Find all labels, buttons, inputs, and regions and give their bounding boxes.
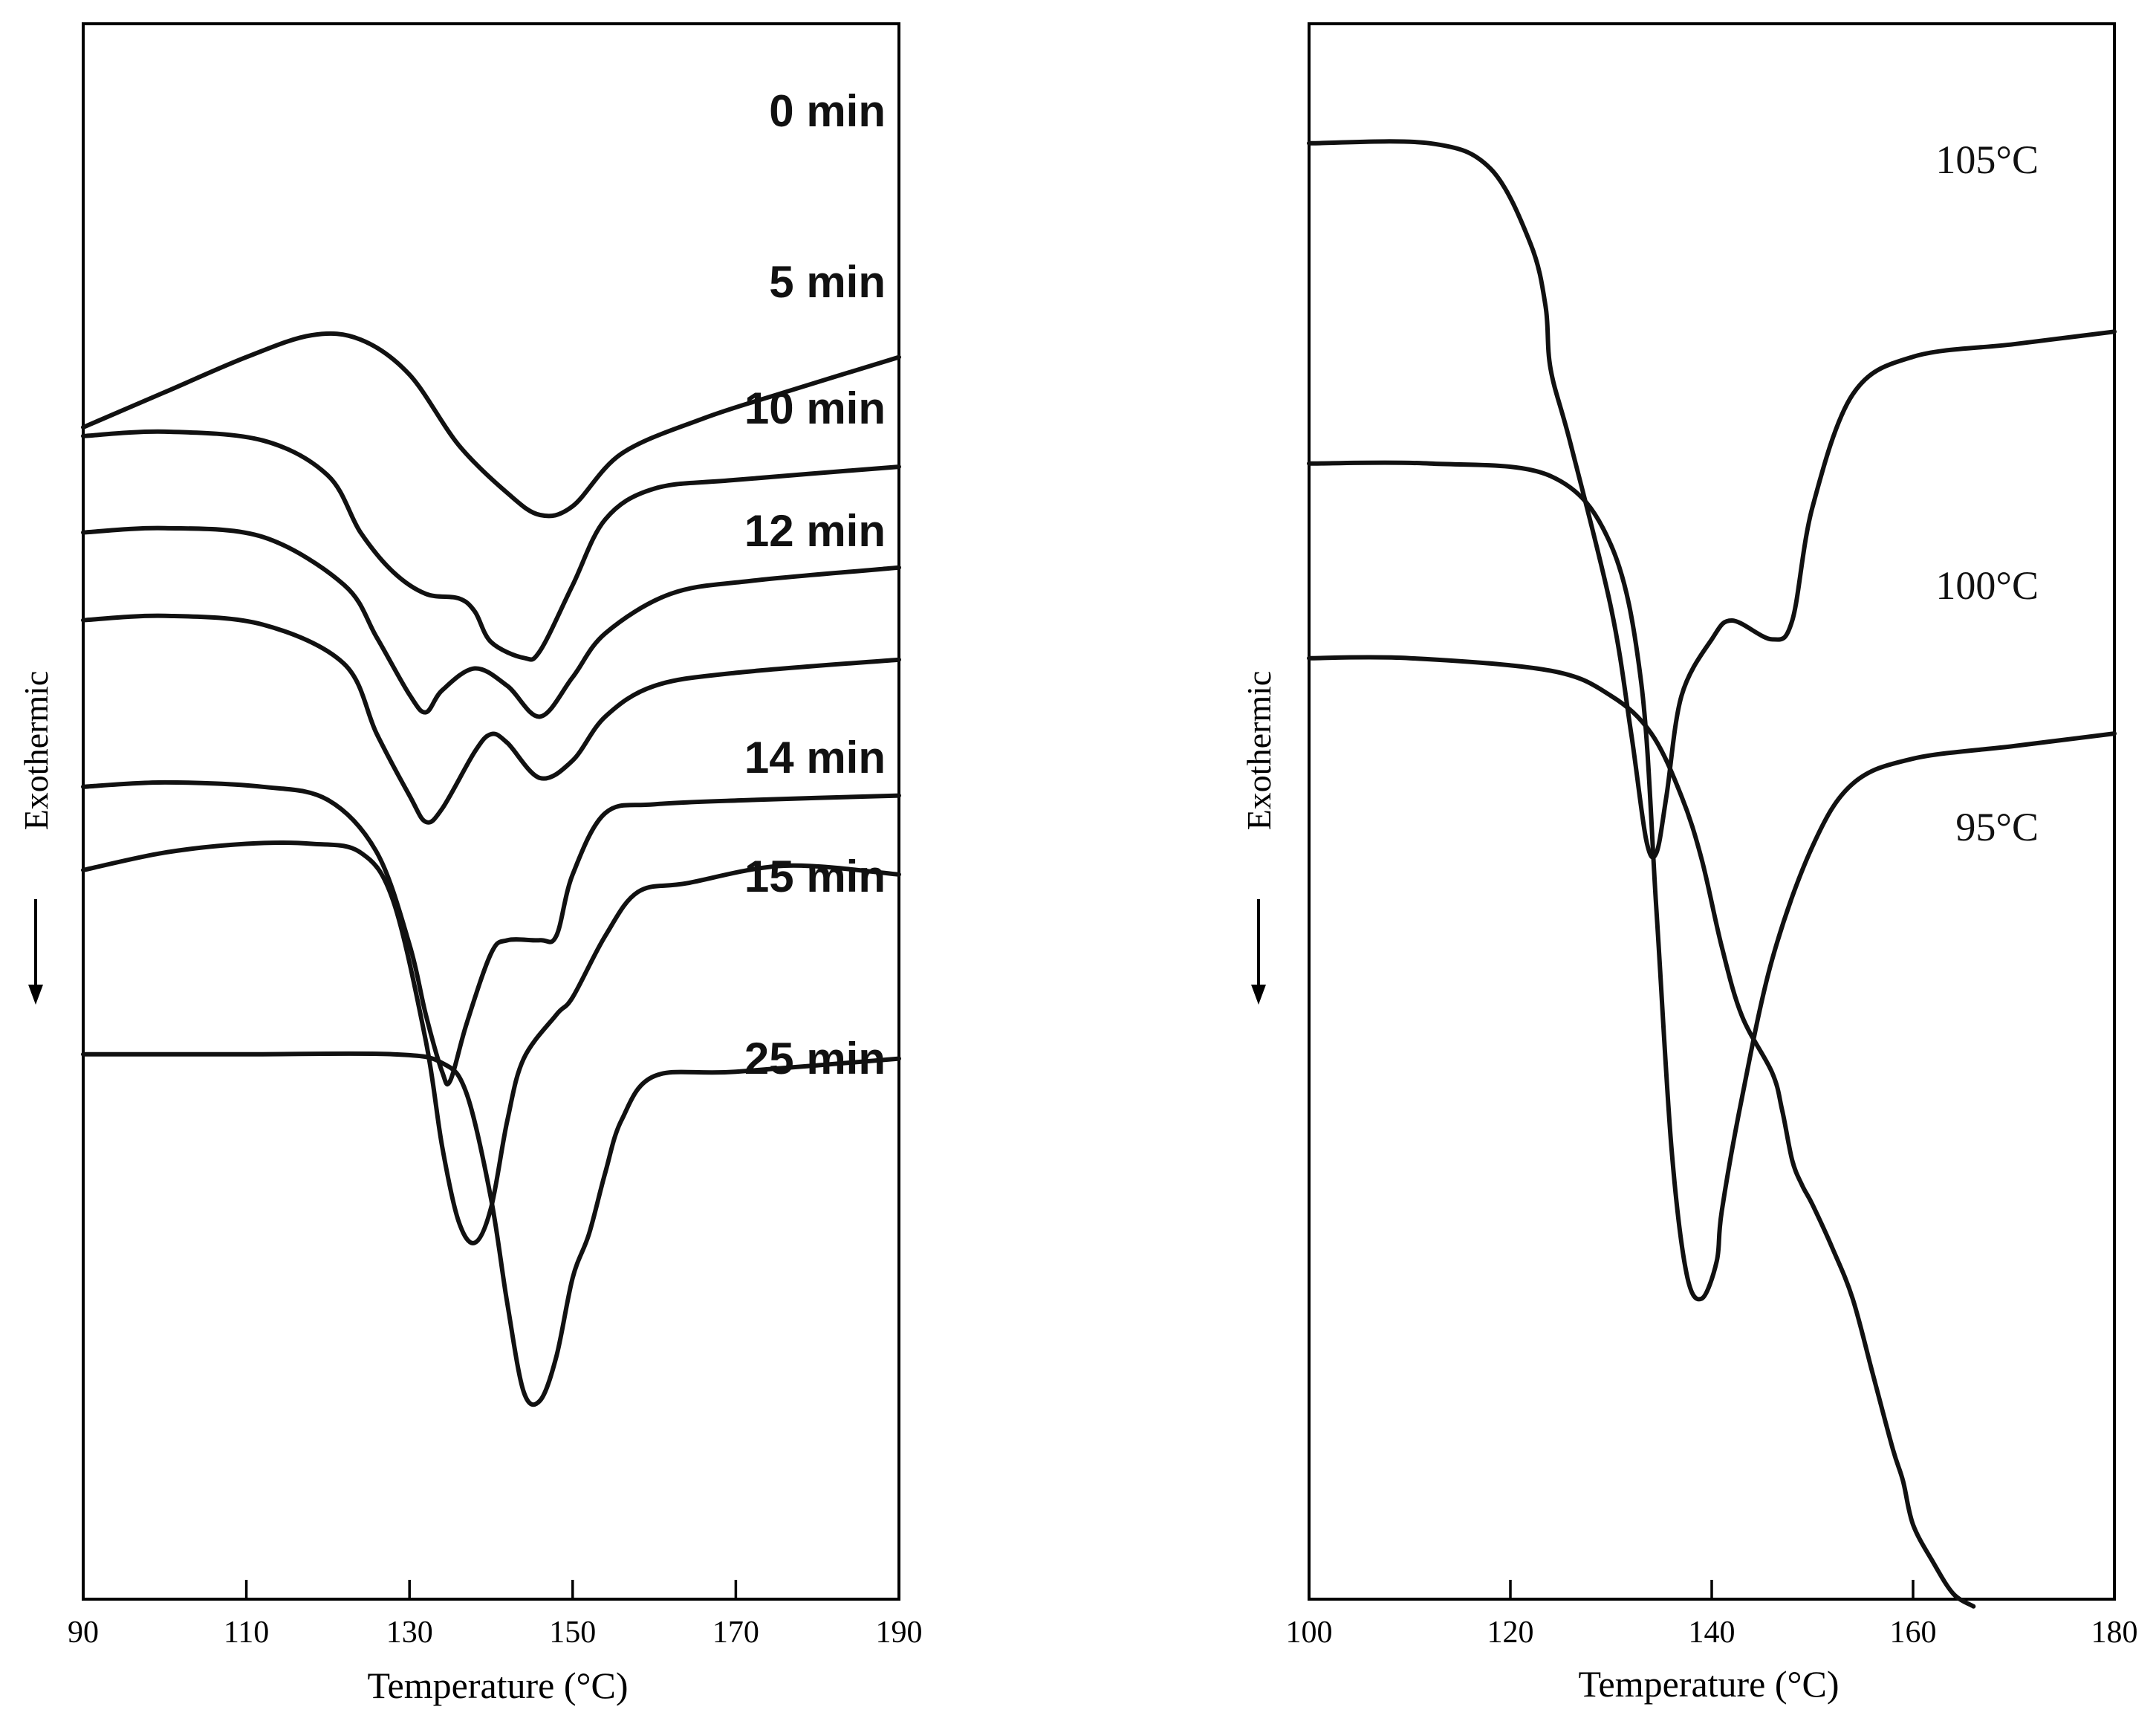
right-series-95-c [1307,655,1976,1609]
right-x-tick-label: 180 [2091,1616,2138,1650]
left-x-tick-label: 90 [68,1616,99,1650]
right-curve-label: 100°C [1935,563,2039,608]
right-series-100-c [1307,460,2117,1302]
left-curve-labels: 0 min 5 min 10 min 12 min 14 min 15 min 25 min [744,86,886,1083]
right-x-tick-label: 100 [1286,1616,1333,1650]
left-x-tick-label: 150 [549,1616,596,1650]
left-plot-frame [82,22,900,1601]
left-x-tick-label: 110 [224,1616,269,1650]
right-curves [1307,139,2117,1609]
right-x-axis-label: Temperature (°C) [1578,1663,1839,1705]
left-series-15-min [81,840,901,1245]
left-series-25-min [81,1051,901,1407]
left-curve-label: 10 min [744,383,886,433]
left-x-axis-label: Temperature (°C) [367,1665,628,1706]
left-series-14-min [81,780,901,1086]
left-series-10-min [81,525,901,719]
left-curve-label: 25 min [744,1034,886,1083]
left-chart: 90 110 130 150 170 190 0 min 5 min 10 min 12 min… [17,22,923,1706]
left-curve-label: 12 min [744,506,886,556]
right-x-ticks: 100 120 140 160 180 [1286,1580,2138,1650]
left-series-0-min [81,331,901,519]
left-series-12-min [81,613,901,825]
left-curve-label: 14 min [744,733,886,782]
left-x-tick-label: 130 [386,1616,433,1650]
right-exothermic-arrow-icon [1251,899,1266,1005]
left-curve-label: 5 min [769,257,886,307]
right-curve-labels: 105°C 100°C 95°C [1935,137,2039,849]
right-x-tick-label: 140 [1689,1616,1735,1650]
left-x-tick-label: 170 [712,1616,759,1650]
left-x-ticks: 90 110 130 150 170 190 [68,1580,923,1650]
right-series-105-c [1307,139,2117,860]
right-curve-label: 105°C [1935,137,2039,182]
left-series-5-min [81,429,901,662]
left-y-axis-label: Exothermic [17,671,55,831]
right-x-tick-label: 120 [1487,1616,1534,1650]
right-chart: 100 120 140 160 180 105°C 100°C 95°C Temperatu… [1240,22,2138,1705]
left-curve-label: 15 min [744,852,886,901]
right-curve-label: 95°C [1955,805,2039,849]
left-x-tick-label: 190 [876,1616,923,1650]
left-curves [81,331,901,1407]
right-x-tick-label: 160 [1890,1616,1937,1650]
left-exothermic-arrow-icon [28,899,43,1005]
right-y-axis-label: Exothermic [1240,671,1278,831]
left-curve-label: 0 min [769,86,886,136]
